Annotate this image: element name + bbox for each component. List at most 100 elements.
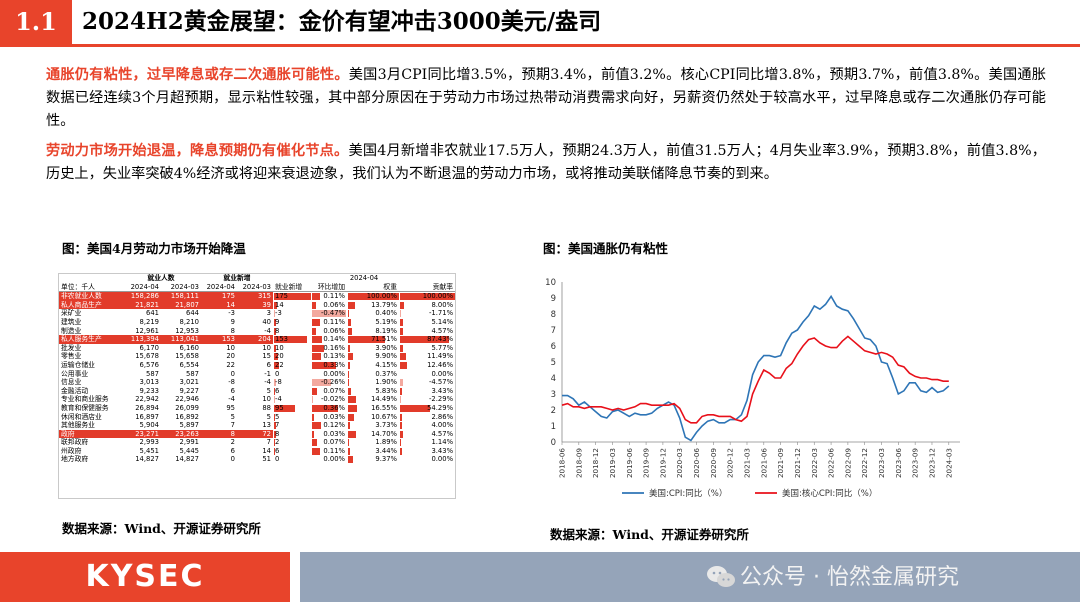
row-label: 公用事业 — [61, 369, 89, 378]
new-jobs-cell-bar — [274, 447, 276, 455]
mom-cell-bar — [312, 310, 346, 318]
mom-cell-bar — [312, 430, 315, 438]
weight-cell: 8.19% — [347, 327, 399, 336]
contribution-cell: 100.00% — [399, 292, 455, 301]
contribution-cell-bar — [400, 387, 402, 395]
weight-cell-label: 5.83% — [375, 386, 397, 395]
change-2024-04: 95 — [226, 403, 235, 412]
change-2024-03: 39 — [237, 300, 273, 310]
mom-cell-bar — [312, 318, 320, 326]
mom-cell-label: -0.02% — [320, 395, 345, 404]
weight-cell: 3.73% — [347, 421, 399, 430]
x-tick-label: 2020-09 — [709, 448, 718, 478]
employment-2024-03: 8,210 — [179, 317, 199, 326]
x-tick-label: 2023-12 — [927, 448, 936, 478]
new-jobs-cell: 8 — [273, 327, 311, 336]
payrolls-table-grid: 就业人数 就业新增 2024-04 单位：千人 2024-04 2024-03 … — [59, 274, 455, 464]
weight-cell-label: 10.67% — [371, 412, 397, 421]
new-jobs-cell-bar — [274, 318, 276, 326]
weight-cell-label: 3.73% — [375, 421, 397, 430]
weight-cell: 71.51% — [347, 335, 399, 344]
paragraph-body: 美国3月CPI同比增3.5%，预期3.4%，前值3.2%。核心CPI同比增3.8… — [46, 67, 1046, 129]
contribution-cell-bar — [400, 301, 405, 309]
weight-cell: 0.37% — [347, 370, 399, 379]
column-header: 环比增加 — [311, 282, 347, 293]
change-2024-03: -4 — [264, 326, 271, 335]
x-tick-label: 2019-03 — [608, 448, 617, 478]
change-2024-04: 2 — [230, 438, 235, 447]
table-row: 批发业 6,170 6,160 10 10 10 0.16% 3.90% 5.77% — [59, 344, 455, 353]
new-jobs-cell-bar — [274, 361, 279, 369]
contribution-cell-label: 100.00% — [422, 292, 454, 301]
change-2024-03: -4 — [264, 378, 271, 387]
change-2024-03: 10 — [262, 395, 271, 404]
contribution-cell: 4.00% — [399, 421, 455, 430]
legend-label: 美国:核心CPI:同比（%） — [782, 488, 877, 499]
change-2024-03: 51 — [262, 455, 271, 464]
weight-cell-bar — [348, 422, 350, 430]
mom-cell-label: 0.16% — [323, 343, 345, 352]
new-jobs-cell: 2 — [273, 438, 311, 447]
new-jobs-cell: 22 — [273, 361, 311, 370]
mom-cell-label: 0.03% — [323, 412, 345, 421]
weight-cell: 1.90% — [347, 378, 399, 387]
change-2024-03: 15 — [262, 352, 271, 361]
weight-cell-bar — [348, 387, 352, 395]
change-2024-03: -1 — [264, 369, 271, 378]
contribution-cell: 0.00% — [399, 370, 455, 379]
new-jobs-cell-bar — [274, 404, 295, 412]
weight-cell-bar — [348, 336, 386, 344]
change-2024-03: 315 — [237, 291, 273, 301]
contribution-cell: 2.86% — [399, 413, 455, 422]
employment-2024-03: 26,099 — [175, 403, 199, 412]
contribution-cell-bar — [400, 413, 402, 421]
weight-cell: 16.55% — [347, 404, 399, 413]
new-jobs-cell-label: 10 — [275, 343, 284, 352]
change-2024-04: 5 — [230, 412, 235, 421]
mom-cell-label: 0.00% — [323, 369, 345, 378]
mom-cell-bar — [312, 327, 317, 335]
contribution-cell-label: 11.49% — [427, 352, 454, 361]
mom-cell-bar — [312, 361, 336, 369]
contribution-cell: 4.57% — [399, 430, 455, 439]
weight-cell-label: 0.40% — [375, 309, 397, 318]
mom-cell: 0.00% — [311, 370, 347, 379]
new-jobs-cell-bar — [274, 336, 308, 344]
weight-cell-bar — [348, 439, 349, 447]
new-jobs-cell-bar — [274, 344, 277, 352]
new-jobs-cell: 8 — [273, 430, 311, 439]
unit-label: 单位：千人 — [59, 282, 121, 293]
employment-2024-04: 9,233 — [139, 386, 159, 395]
table-row: 运输仓储业 6,576 6,554 22 6 22 0.33% 4.15% 12.46% — [59, 361, 455, 370]
mom-cell-bar — [312, 336, 323, 344]
row-label: 私人服务生产 — [59, 335, 121, 344]
row-label: 私人商品生产 — [59, 300, 121, 310]
change-2024-03: 204 — [237, 335, 273, 344]
mom-cell-label: 0.11% — [323, 446, 345, 455]
employment-2024-03: 22,946 — [175, 395, 199, 404]
employment-2024-03: 158,111 — [161, 291, 201, 301]
mom-cell-label: 0.11% — [323, 317, 345, 326]
table-row: 地方政府 14,827 14,827 0 51 0 0.00% 9.37% 0.00% — [59, 455, 455, 464]
change-2024-03: 14 — [262, 446, 271, 455]
column-header: 2024-03 — [161, 282, 201, 293]
contribution-cell-label: 3.43% — [431, 386, 454, 395]
change-2024-03: 72 — [237, 429, 273, 439]
contribution-cell-label: 4.00% — [431, 421, 454, 430]
employment-2024-03: 12,953 — [175, 326, 199, 335]
contribution-cell-label: 5.14% — [431, 317, 454, 326]
change-2024-04: 0 — [230, 369, 235, 378]
new-jobs-cell-bar — [274, 310, 275, 318]
new-jobs-cell-label: 6 — [275, 386, 280, 395]
employment-2024-03: 113,041 — [161, 335, 201, 344]
employment-2024-04: 113,394 — [121, 335, 161, 344]
table-row: 零售业 15,678 15,658 20 15 20 0.13% 9.90% 11.49% — [59, 352, 455, 361]
row-label: 其他服务业 — [61, 421, 95, 430]
x-tick-label: 2021-09 — [776, 448, 785, 478]
table-row: 专业和商业服务 22,942 22,946 -4 10 -4 -0.02% 14.49% -2.… — [59, 395, 455, 404]
x-tick-label: 2020-03 — [675, 448, 684, 478]
weight-cell-label: 1.89% — [375, 438, 397, 447]
change-2024-03: 7 — [266, 438, 271, 447]
contribution-cell-label: 5.77% — [431, 343, 454, 352]
mom-cell: 0.36% — [311, 404, 347, 413]
